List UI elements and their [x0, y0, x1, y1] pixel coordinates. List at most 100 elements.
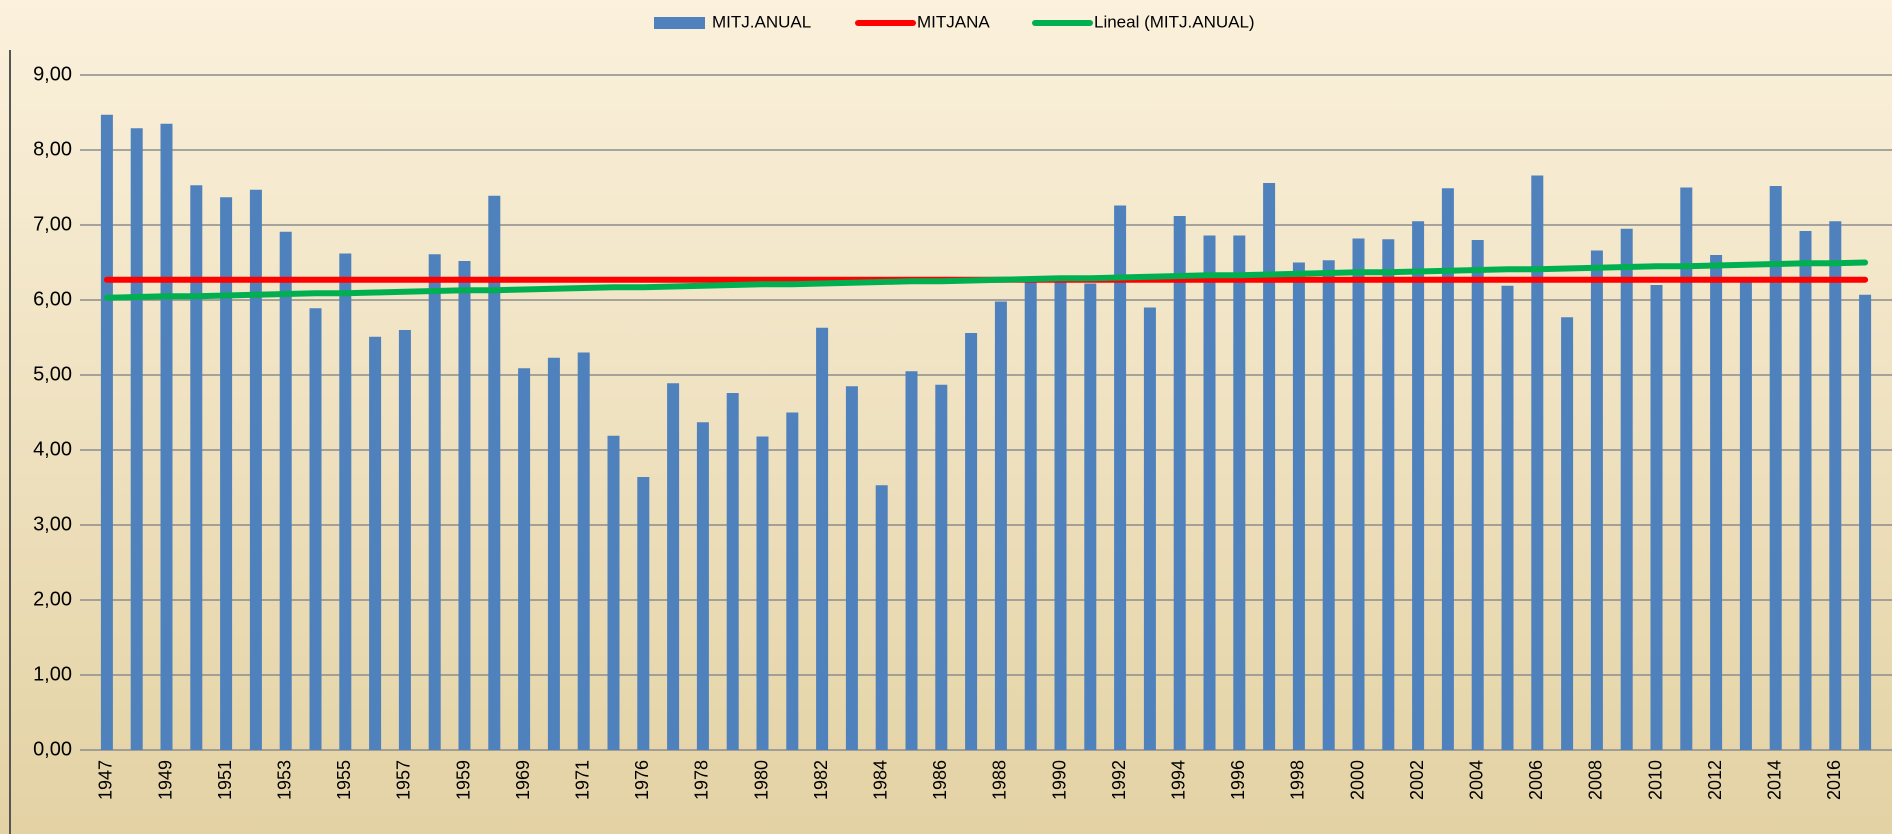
bar	[309, 308, 322, 750]
bar	[1859, 294, 1872, 750]
bar	[786, 412, 799, 750]
y-tick-label: 4,00	[33, 438, 72, 460]
x-tick-label: 1996	[1228, 760, 1248, 800]
x-tick-label: 1978	[692, 760, 712, 800]
bar	[1382, 239, 1395, 750]
x-tick-label: 1971	[572, 760, 592, 800]
bar	[398, 330, 411, 750]
x-tick-label: 1994	[1168, 760, 1188, 800]
bar	[279, 231, 292, 750]
bar	[1143, 307, 1156, 750]
x-tick-label: 2000	[1347, 760, 1367, 800]
bar	[547, 357, 560, 750]
bar	[607, 435, 620, 750]
bar	[1084, 283, 1097, 750]
bar	[905, 371, 918, 750]
x-tick-label: 1959	[453, 760, 473, 800]
x-tick-label: 1953	[274, 760, 294, 800]
bar	[1292, 262, 1305, 750]
x-tick-label: 1955	[334, 760, 354, 800]
bar	[1114, 205, 1127, 750]
bar	[1680, 187, 1693, 750]
x-tick-label: 1976	[632, 760, 652, 800]
bar	[994, 301, 1007, 750]
bar	[190, 185, 203, 750]
bar	[160, 123, 173, 750]
x-tick-label: 2006	[1526, 760, 1546, 800]
bar	[249, 189, 262, 750]
legend-label: Lineal (MITJ.ANUAL)	[1094, 12, 1255, 31]
x-tick-label: 1990	[1049, 760, 1069, 800]
x-tick-label: 1984	[870, 760, 890, 800]
bar	[458, 261, 471, 750]
bar	[1561, 317, 1574, 750]
x-tick-label: 2008	[1586, 760, 1606, 800]
legend-swatch	[654, 17, 705, 29]
x-tick-label: 2004	[1466, 760, 1486, 800]
bar	[1829, 221, 1842, 750]
bar	[518, 368, 531, 750]
x-tick-label: 1947	[96, 760, 116, 800]
bar	[667, 383, 680, 750]
bar	[130, 128, 143, 750]
bar	[1233, 235, 1246, 750]
x-tick-label: 1982	[811, 760, 831, 800]
legend-label: MITJANA	[917, 12, 990, 31]
bar	[756, 436, 769, 750]
x-tick-label: 1992	[1109, 760, 1129, 800]
bar	[875, 485, 888, 750]
bar	[100, 114, 113, 750]
x-tick-label: 2012	[1705, 760, 1725, 800]
bar	[935, 384, 948, 750]
x-tick-label: 2002	[1407, 760, 1427, 800]
bar	[816, 327, 829, 750]
bar	[845, 386, 858, 750]
legend-label: MITJ.ANUAL	[712, 12, 811, 31]
bar	[428, 254, 441, 750]
bar	[1769, 186, 1782, 750]
y-tick-label: 7,00	[33, 213, 72, 235]
bar	[1173, 216, 1186, 750]
line	[103, 259, 1869, 301]
x-tick-label: 2014	[1764, 760, 1784, 800]
bar	[220, 197, 233, 750]
bar	[1620, 228, 1633, 750]
y-tick-label: 9,00	[33, 63, 72, 85]
y-tick-label: 6,00	[33, 288, 72, 310]
bar	[696, 422, 709, 750]
x-tick-label: 1998	[1288, 760, 1308, 800]
x-tick-label: 2016	[1824, 760, 1844, 800]
x-tick-label: 2010	[1645, 760, 1665, 800]
bar	[1799, 231, 1812, 750]
bar	[1412, 221, 1425, 750]
bar	[369, 336, 382, 750]
y-tick-label: 1,00	[33, 663, 72, 685]
bar	[488, 195, 501, 750]
y-tick-label: 3,00	[33, 513, 72, 535]
bar	[637, 477, 650, 750]
bar	[1024, 282, 1037, 750]
bar	[1650, 285, 1663, 750]
bar	[726, 393, 739, 750]
bar	[1501, 285, 1514, 750]
bar	[1590, 250, 1603, 750]
x-tick-label: 1986	[930, 760, 950, 800]
bar	[1054, 281, 1067, 750]
bar	[577, 352, 590, 750]
bar	[1531, 175, 1544, 750]
bar	[1441, 188, 1454, 750]
x-tick-label: 1949	[155, 760, 175, 800]
bar	[1739, 281, 1752, 750]
bar	[1352, 238, 1365, 750]
bar	[1203, 235, 1216, 750]
y-tick-label: 8,00	[33, 138, 72, 160]
bar	[965, 333, 978, 750]
bar	[1322, 260, 1335, 750]
y-tick-label: 5,00	[33, 363, 72, 385]
x-tick-label: 1957	[394, 760, 414, 800]
y-tick-label: 2,00	[33, 588, 72, 610]
y-tick-label: 0,00	[33, 738, 72, 760]
x-tick-label: 1951	[215, 760, 235, 800]
x-tick-label: 1969	[513, 760, 533, 800]
